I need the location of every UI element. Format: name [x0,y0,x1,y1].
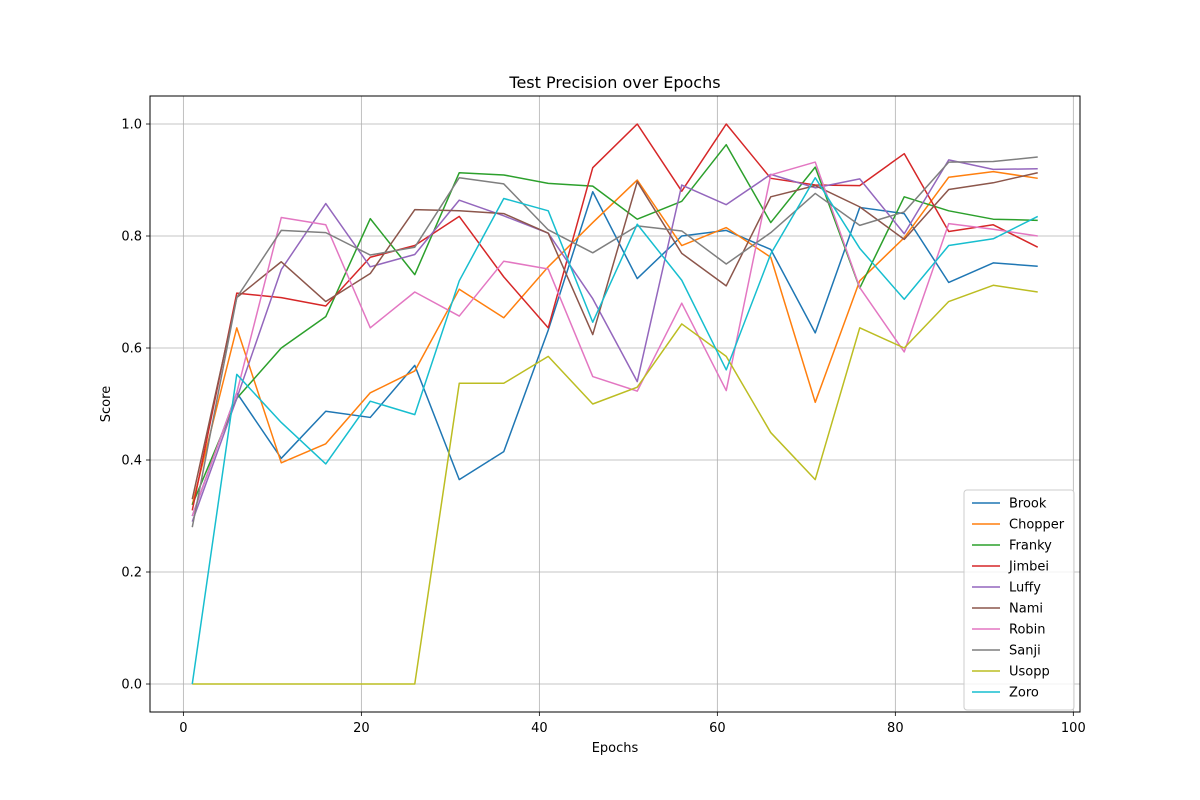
legend-label-sanji: Sanji [1009,644,1041,659]
x-tick-label: 0 [179,721,187,736]
plot-frame [149,95,1081,713]
y-tick-label: 0.6 [121,342,142,357]
series-line-chopper [191,170,1038,505]
series-line-usopp [192,284,1038,685]
x-tick-label: 80 [887,721,904,736]
legend-label-robin: Robin [1009,623,1046,638]
legend-label-jimbei: Jimbei [1008,560,1049,575]
legend-label-franky: Franky [1009,539,1052,554]
x-axis-label: Epochs [592,741,639,756]
x-tick-label: 40 [531,721,548,736]
x-axis-ticks: 0 20 40 60 80 100 [179,712,1086,736]
y-tick-label: 0.8 [121,230,142,245]
series-line-luffy [191,159,1038,522]
y-tick-label: 0.4 [121,454,142,469]
x-tick-label: 60 [709,721,726,736]
series-line-sanji [191,156,1038,528]
legend-label-nami: Nami [1009,602,1043,617]
series-line-jimbei [191,123,1039,511]
legend-label-luffy: Luffy [1009,581,1041,596]
series-line-robin [191,161,1038,517]
x-tick-label: 100 [1061,721,1086,736]
legend-label-zoro: Zoro [1009,686,1039,701]
series-lines [191,123,1039,685]
y-tick-label: 1.0 [121,118,142,133]
y-tick-label: 0.2 [121,566,142,581]
legend: Brook Chopper Franky Jimbei Luffy Nami Robin Sa… [963,489,1075,711]
y-tick-label: 0.0 [121,678,142,693]
series-line-franky [191,143,1038,506]
series-line-zoro [191,177,1039,685]
legend-label-usopp: Usopp [1009,665,1050,680]
legend-label-brook: Brook [1009,497,1047,512]
y-axis-label: Score [99,386,114,422]
legend-label-chopper: Chopper [1009,518,1065,533]
y-axis-ticks: 0.0 0.2 0.4 0.6 0.8 1.0 [121,118,150,693]
series-line-nami [191,171,1038,500]
chart-title: Test Precision over Epochs [508,73,720,92]
x-tick-label: 20 [353,721,370,736]
